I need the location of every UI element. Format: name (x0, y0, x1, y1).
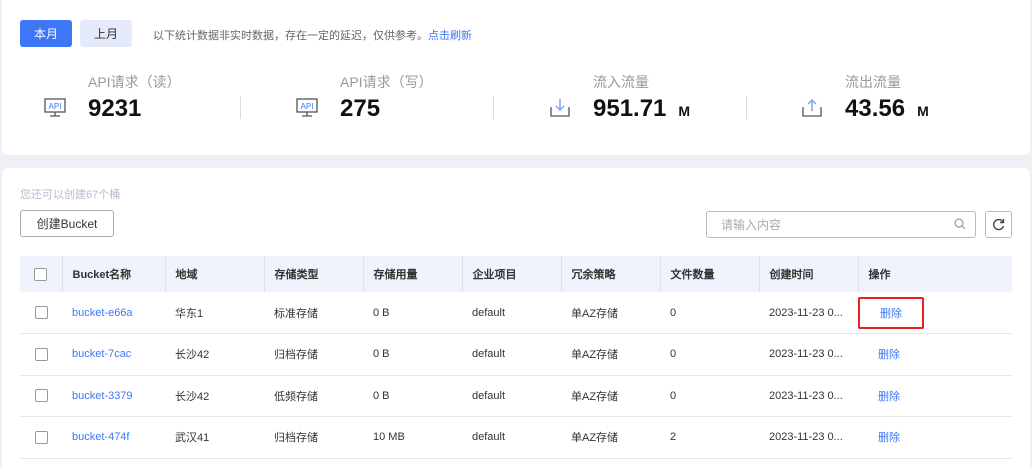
svg-text:API: API (301, 102, 314, 111)
delete-button[interactable]: 删除 (878, 349, 900, 362)
table-row: bucket-474f 武汉41 归档存储 10 MB default 单AZ存… (20, 416, 1012, 459)
cell-created: 2023-11-23 0... (759, 292, 858, 334)
refresh-link[interactable]: 点击刷新 (428, 30, 472, 42)
stat-value: 951.71 (593, 95, 667, 122)
stats-panel: 本月 上月 以下统计数据非实时数据，存在一定的延迟，仅供参考。点击刷新 API … (2, 0, 1030, 155)
cell-project: default (462, 333, 561, 376)
cell-storage-type: 标准存储 (264, 292, 363, 334)
stat-api-write: API API请求（写） 275 (254, 70, 506, 130)
cell-usage: 0 B (363, 375, 462, 417)
stat-label: API请求（读） (88, 74, 181, 90)
table-header: Bucket名称 地域 存储类型 存储用量 企业项目 冗余策略 文件数量 创建时… (20, 256, 1012, 292)
create-bucket-button[interactable]: 创建Bucket (20, 210, 114, 237)
last-month-button[interactable]: 上月 (80, 20, 132, 47)
stat-unit: M (917, 103, 929, 119)
cell-region: 华东1 (165, 292, 264, 334)
stat-label: API请求（写） (340, 74, 433, 90)
cell-usage: 10 MB (363, 416, 462, 459)
cell-usage: 0 B (363, 292, 462, 334)
cell-project: default (462, 416, 561, 459)
divider (240, 96, 241, 119)
cell-created: 2023-11-23 0... (759, 416, 858, 459)
delete-button[interactable]: 删除 (858, 296, 924, 329)
bucket-list-panel: 您还可以创建67个桶 创建Bucket Bucket名称 地域 存储类型 存储用… (2, 168, 1030, 468)
cell-created: 2023-11-23 0... (759, 375, 858, 417)
stat-value: 43.56 (845, 95, 906, 122)
stat-unit: M (678, 103, 691, 119)
cell-usage: 0 B (363, 333, 462, 376)
cell-region: 长沙42 (165, 333, 264, 376)
stat-inbound: 流入流量 951.71 M (507, 70, 759, 130)
stat-value: 275 (340, 95, 381, 122)
stat-label: 流出流量 (845, 74, 901, 90)
delete-button[interactable]: 删除 (878, 432, 900, 445)
divider (746, 96, 747, 119)
delete-button[interactable]: 删除 (878, 390, 900, 403)
col-header: 冗余策略 (560, 256, 660, 292)
notice-text: 以下统计数据非实时数据，存在一定的延迟，仅供参考。 (153, 30, 428, 42)
cell-redundancy: 单AZ存储 (561, 292, 660, 334)
upload-icon (802, 98, 822, 117)
divider (493, 96, 494, 119)
col-header: Bucket名称 (61, 256, 165, 292)
cell-storage-type: 归档存储 (264, 416, 363, 459)
col-header: 存储用量 (362, 256, 462, 292)
refresh-icon (993, 218, 1005, 231)
cell-redundancy: 单AZ存储 (561, 416, 660, 459)
col-header: 存储类型 (263, 256, 363, 292)
table-row: bucket-3379 长沙42 低频存储 0 B default 单AZ存储 … (20, 375, 1012, 417)
bucket-name-link[interactable]: bucket-3379 (72, 389, 133, 402)
table-row: bucket-7cac 长沙42 归档存储 0 B default 单AZ存储 … (20, 333, 1012, 376)
search-input[interactable] (706, 211, 976, 238)
cell-region: 武汉41 (165, 416, 264, 459)
bucket-name-link[interactable]: bucket-7cac (72, 348, 132, 361)
bucket-table: Bucket名称 地域 存储类型 存储用量 企业项目 冗余策略 文件数量 创建时… (20, 256, 1012, 459)
svg-text:API: API (49, 102, 62, 111)
select-all-checkbox[interactable] (34, 267, 48, 281)
cell-file-count: 2 (660, 416, 759, 459)
cell-region: 长沙42 (165, 375, 264, 417)
api-monitor-icon: API (296, 98, 318, 117)
col-header: 操作 (857, 256, 1012, 292)
cell-file-count: 0 (660, 375, 759, 417)
row-checkbox[interactable] (34, 430, 48, 444)
cell-project: default (462, 292, 561, 334)
row-checkbox[interactable] (34, 306, 48, 319)
row-checkbox[interactable] (34, 389, 48, 403)
search-icon[interactable] (954, 218, 966, 230)
table-row: bucket-e66a 华东1 标准存储 0 B default 单AZ存储 0… (20, 292, 1012, 334)
stat-label: 流入流量 (593, 74, 649, 90)
cell-redundancy: 单AZ存储 (561, 375, 660, 417)
cell-created: 2023-11-23 0... (759, 333, 858, 376)
refresh-button[interactable] (985, 211, 1012, 238)
bucket-name-link[interactable]: bucket-e66a (72, 306, 133, 319)
col-header: 企业项目 (461, 256, 561, 292)
stat-api-read: API API请求（读） 9231 (2, 70, 254, 130)
cell-file-count: 0 (660, 292, 759, 334)
row-checkbox[interactable] (34, 347, 48, 361)
bucket-quota-text: 您还可以创建67个桶 (20, 189, 121, 201)
col-header: 创建时间 (758, 256, 858, 292)
cell-storage-type: 低频存储 (264, 375, 363, 417)
stats-notice: 以下统计数据非实时数据，存在一定的延迟，仅供参考。点击刷新 (153, 27, 472, 43)
cell-storage-type: 归档存储 (264, 333, 363, 376)
col-header: 文件数量 (659, 256, 759, 292)
col-header: 地域 (164, 256, 264, 292)
this-month-button[interactable]: 本月 (20, 20, 72, 47)
api-monitor-icon: API (44, 98, 66, 117)
cell-project: default (462, 375, 561, 417)
stat-outbound: 流出流量 43.56 M (759, 70, 1011, 130)
bucket-name-link[interactable]: bucket-474f (72, 431, 130, 444)
cell-redundancy: 单AZ存储 (561, 333, 660, 376)
cell-file-count: 0 (660, 333, 759, 376)
stat-value: 9231 (88, 95, 142, 122)
download-icon (550, 99, 570, 117)
